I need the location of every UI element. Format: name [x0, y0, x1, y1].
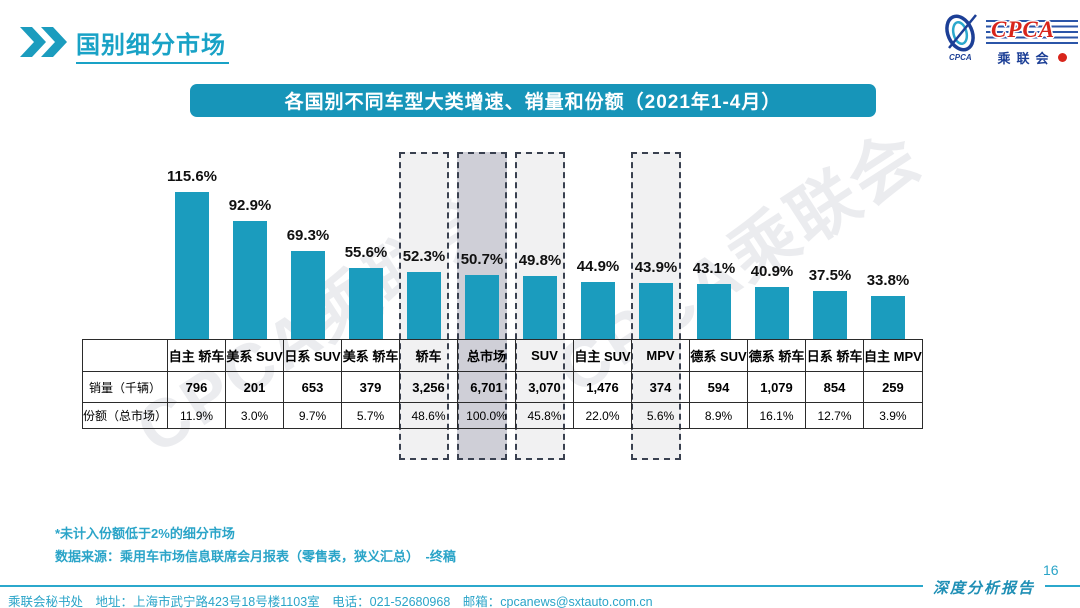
- row-label-share: 份额（总市场）: [81, 402, 169, 429]
- col-header-1: 自主 轿车: [167, 339, 227, 372]
- col-header-10: 德系 SUV: [689, 339, 749, 372]
- share-cell-13: 3.9%: [863, 402, 923, 429]
- bar-value-label-1: 115.6%: [166, 168, 218, 185]
- col-header-5: 轿车: [399, 339, 459, 372]
- share-cell-5: 48.6%: [399, 402, 459, 429]
- bar-10: [697, 284, 731, 339]
- bar-2: [233, 221, 267, 339]
- bar-6: [465, 275, 499, 339]
- bar-3: [291, 251, 325, 339]
- sales-cell-5: 3,256: [399, 371, 459, 403]
- sales-cell-13: 259: [863, 371, 923, 403]
- sales-cell-9: 374: [631, 371, 691, 403]
- bar-11: [755, 287, 789, 339]
- bar-9: [639, 283, 673, 339]
- logo-org-text: 乘联会: [997, 51, 1055, 66]
- bar-13: [871, 296, 905, 339]
- page-title: 国别细分市场: [76, 25, 229, 64]
- sales-cell-1: 796: [167, 371, 227, 403]
- sales-cell-2: 201: [225, 371, 285, 403]
- bar-value-label-12: 37.5%: [808, 267, 852, 284]
- logo-seal-icon: [1057, 53, 1067, 62]
- share-cell-10: 8.9%: [689, 402, 749, 429]
- col-header-6: 总市场: [457, 339, 517, 372]
- bar-value-label-5: 52.3%: [402, 248, 446, 265]
- bar-4: [349, 268, 383, 339]
- sales-cell-6: 6,701: [457, 371, 517, 403]
- sales-cell-4: 379: [341, 371, 401, 403]
- share-cell-9: 5.6%: [631, 402, 691, 429]
- bar-value-label-7: 49.8%: [518, 252, 562, 269]
- table-corner-cell: [81, 339, 169, 372]
- col-header-8: 自主 SUV: [573, 339, 633, 372]
- share-cell-11: 16.1%: [747, 402, 807, 429]
- bar-value-label-13: 33.8%: [866, 272, 910, 289]
- banner-title: 各国别不同车型大类增速、销量和份额（2021年1-4月）: [190, 84, 876, 117]
- col-header-12: 日系 轿车: [805, 339, 865, 372]
- bar-value-label-9: 43.9%: [634, 259, 678, 276]
- note-exclusion: *未计入份额低于2%的细分市场: [55, 526, 235, 541]
- share-cell-7: 45.8%: [515, 402, 575, 429]
- note-source: 数据来源：乘用车市场信息联席会月报表（零售表，狭义汇总） -终稿: [55, 549, 456, 564]
- footer-contact: 乘联会秘书处 地址：上海市武宁路423号18号楼1103室 电话：021-526…: [8, 595, 653, 608]
- cpca-logo: CPCA CPCA 乘联会: [936, 12, 1078, 67]
- bar-7: [523, 276, 557, 339]
- share-cell-1: 11.9%: [167, 402, 227, 429]
- col-header-7: SUV: [515, 339, 575, 372]
- bar-1: [175, 192, 209, 339]
- share-cell-6: 100.0%: [457, 402, 517, 429]
- sales-cell-7: 3,070: [515, 371, 575, 403]
- bar-value-label-6: 50.7%: [460, 251, 504, 268]
- bar-value-label-11: 40.9%: [750, 263, 794, 280]
- sales-cell-8: 1,476: [573, 371, 633, 403]
- sales-cell-10: 594: [689, 371, 749, 403]
- footer-divider: [0, 585, 1080, 587]
- page-number: 16: [1043, 562, 1059, 578]
- col-header-11: 德系 轿车: [747, 339, 807, 372]
- report-label: 深度分析报告: [923, 577, 1046, 598]
- col-header-3: 日系 SUV: [283, 339, 343, 372]
- logo-cpca-text: CPCA: [991, 17, 1056, 42]
- sales-cell-3: 653: [283, 371, 343, 403]
- bar-value-label-10: 43.1%: [692, 260, 736, 277]
- logo-stripes: CPCA: [986, 17, 1078, 45]
- header-chevron-icon: [20, 27, 68, 62]
- logo-emblem-icon: CPCA: [945, 14, 977, 62]
- row-label-sales: 销量（千辆）: [81, 371, 169, 403]
- bar-value-label-3: 69.3%: [286, 227, 330, 244]
- bar-12: [813, 291, 847, 339]
- share-cell-12: 12.7%: [805, 402, 865, 429]
- bar-value-label-4: 55.6%: [344, 244, 388, 261]
- share-cell-2: 3.0%: [225, 402, 285, 429]
- share-cell-8: 22.0%: [573, 402, 633, 429]
- col-header-13: 自主 MPV: [863, 339, 923, 372]
- logo-emblem-text: CPCA: [949, 53, 972, 62]
- bar-value-label-8: 44.9%: [576, 258, 620, 275]
- col-header-2: 美系 SUV: [225, 339, 285, 372]
- col-header-4: 美系 轿车: [341, 339, 401, 372]
- sales-cell-12: 854: [805, 371, 865, 403]
- col-header-9: MPV: [631, 339, 691, 372]
- bar-8: [581, 282, 615, 339]
- data-table: 自主 轿车 美系 SUV 日系 SUV 美系 轿车 轿车 总市场 SUV 自主 SUV MPV 德…: [81, 339, 923, 429]
- bar-value-label-2: 92.9%: [228, 197, 272, 214]
- share-cell-4: 5.7%: [341, 402, 401, 429]
- bar-5: [407, 272, 441, 339]
- share-cell-3: 9.7%: [283, 402, 343, 429]
- sales-cell-11: 1,079: [747, 371, 807, 403]
